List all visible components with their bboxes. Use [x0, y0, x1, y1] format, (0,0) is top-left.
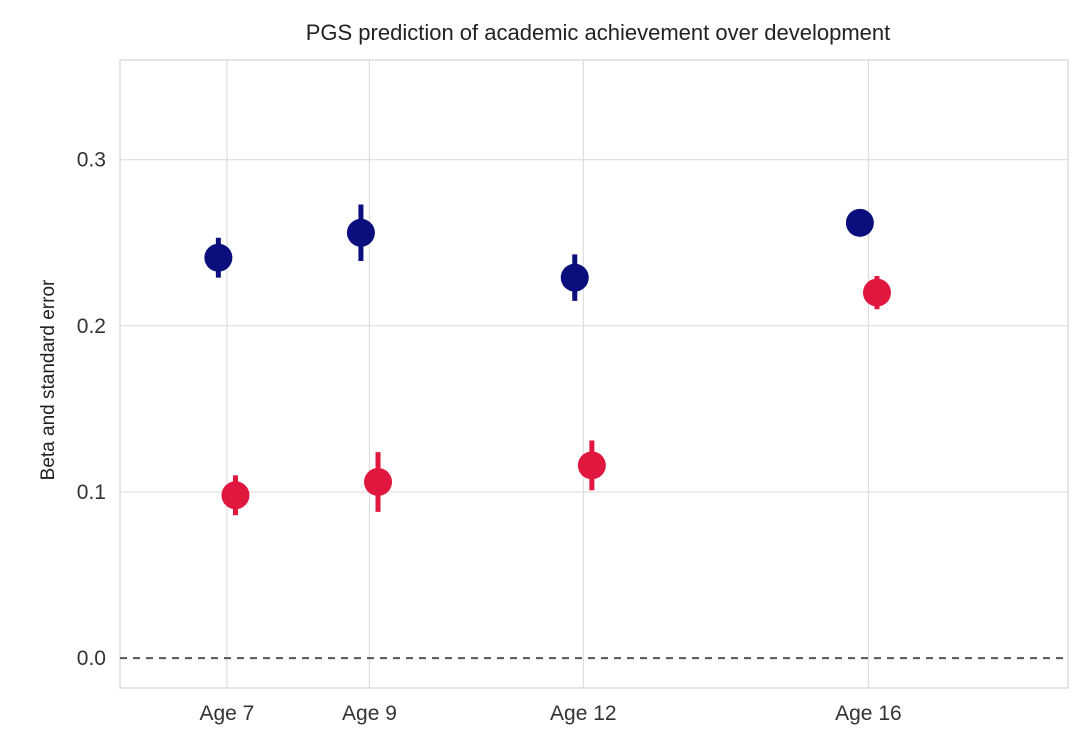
plot-panel: [119, 59, 1069, 689]
data-point: [204, 243, 233, 272]
plot-area: 0.0 0.1 0.2 0.3 Age 7 Age 9 Age 12 Age 16: [77, 59, 1069, 725]
chart-title: PGS prediction of academic achievement o…: [306, 20, 891, 45]
y-axis-label: Beta and standard error: [38, 279, 59, 480]
x-tick-label: Age 12: [550, 702, 617, 725]
data-point: [364, 467, 393, 496]
y-tick-label: 0.2: [77, 315, 106, 338]
data-point: [862, 278, 891, 307]
x-tick-label: Age 7: [199, 702, 254, 725]
y-tick-label: 0.3: [77, 149, 106, 172]
data-point: [577, 451, 606, 480]
y-tick-label: 0.0: [77, 647, 106, 670]
data-point: [346, 218, 375, 247]
data-point: [845, 208, 874, 237]
x-tick-label: Age 16: [835, 702, 902, 725]
data-point: [560, 263, 589, 292]
x-tick-label: Age 9: [342, 702, 397, 725]
y-tick-label: 0.1: [77, 481, 106, 504]
data-point: [221, 481, 250, 510]
